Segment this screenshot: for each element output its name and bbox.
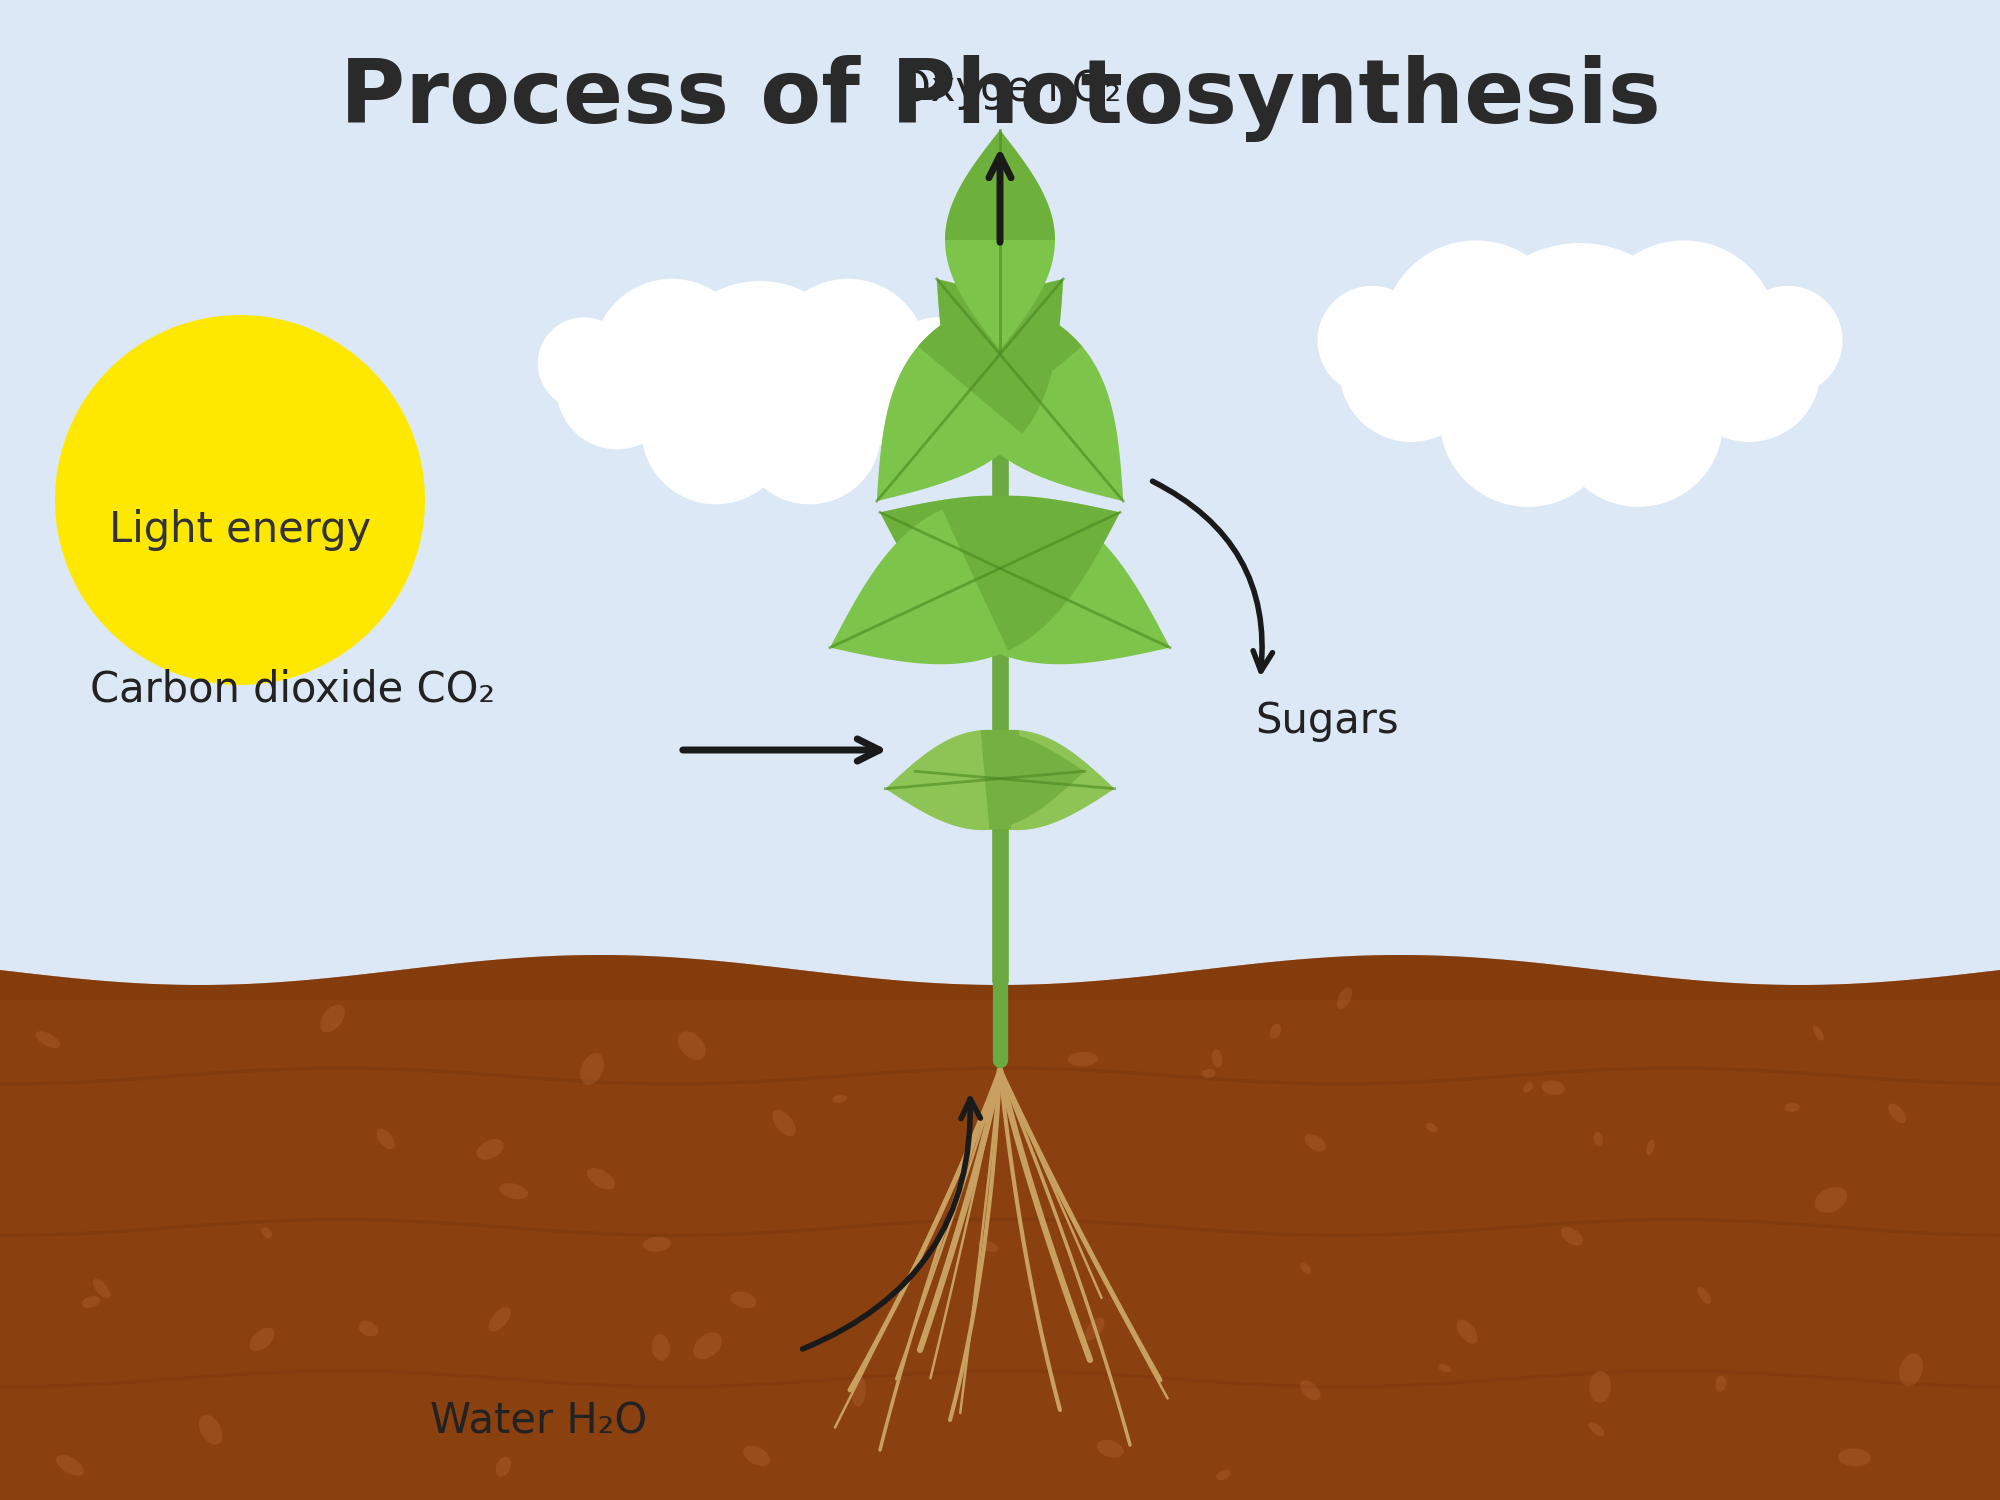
Ellipse shape: [678, 1032, 706, 1060]
Ellipse shape: [1814, 1026, 1824, 1041]
Ellipse shape: [488, 1306, 510, 1332]
Polygon shape: [916, 730, 1114, 830]
Circle shape: [556, 328, 678, 450]
Ellipse shape: [832, 1095, 848, 1102]
Ellipse shape: [1588, 1422, 1604, 1437]
Ellipse shape: [1270, 1023, 1282, 1040]
Ellipse shape: [1084, 1317, 1104, 1341]
Ellipse shape: [1646, 1140, 1654, 1155]
Circle shape: [1382, 240, 1570, 428]
Ellipse shape: [500, 1184, 528, 1198]
Ellipse shape: [1212, 1048, 1222, 1068]
Ellipse shape: [1524, 1082, 1532, 1094]
Ellipse shape: [1838, 1449, 1870, 1467]
Ellipse shape: [1068, 1052, 1098, 1066]
Ellipse shape: [1698, 1287, 1712, 1304]
Ellipse shape: [376, 1128, 394, 1149]
Circle shape: [538, 318, 630, 410]
Circle shape: [1678, 298, 1820, 442]
Ellipse shape: [1590, 1371, 1612, 1402]
Ellipse shape: [586, 1168, 616, 1190]
Ellipse shape: [1216, 1470, 1230, 1480]
Polygon shape: [942, 495, 1120, 651]
Polygon shape: [916, 730, 1020, 830]
Ellipse shape: [250, 1328, 274, 1352]
Ellipse shape: [730, 1292, 756, 1308]
Circle shape: [56, 315, 424, 686]
Ellipse shape: [262, 1227, 272, 1238]
Ellipse shape: [1300, 1380, 1320, 1401]
Text: Light energy: Light energy: [108, 509, 372, 550]
Ellipse shape: [652, 1334, 670, 1360]
Ellipse shape: [1900, 1353, 1922, 1386]
Polygon shape: [0, 956, 2000, 1500]
Ellipse shape: [320, 1005, 344, 1032]
Ellipse shape: [1304, 1134, 1326, 1152]
Ellipse shape: [852, 1376, 866, 1407]
Ellipse shape: [496, 1456, 512, 1478]
Ellipse shape: [1784, 1102, 1800, 1112]
Ellipse shape: [1096, 1440, 1124, 1458]
Circle shape: [1590, 240, 1778, 428]
Polygon shape: [936, 279, 1124, 501]
Polygon shape: [880, 495, 1058, 651]
Ellipse shape: [1594, 1132, 1602, 1146]
Ellipse shape: [476, 1138, 504, 1160]
Polygon shape: [936, 279, 1082, 434]
Polygon shape: [886, 730, 1084, 830]
Circle shape: [592, 279, 752, 436]
Ellipse shape: [198, 1414, 222, 1444]
Text: Sugars: Sugars: [1256, 700, 1398, 742]
Ellipse shape: [1542, 1080, 1566, 1095]
Text: Water H₂O: Water H₂O: [430, 1400, 648, 1441]
Ellipse shape: [642, 1236, 672, 1252]
Ellipse shape: [1456, 1320, 1478, 1344]
Ellipse shape: [92, 1280, 110, 1299]
Ellipse shape: [1426, 1124, 1438, 1132]
Polygon shape: [946, 130, 1054, 350]
Polygon shape: [918, 279, 1064, 434]
Circle shape: [1734, 286, 1842, 394]
Text: Oxygen O₂: Oxygen O₂: [898, 68, 1122, 110]
Circle shape: [1440, 330, 1616, 507]
Polygon shape: [880, 495, 1170, 664]
Ellipse shape: [1202, 1070, 1216, 1078]
Ellipse shape: [1888, 1104, 1906, 1124]
Ellipse shape: [1814, 1186, 1848, 1214]
Circle shape: [738, 362, 880, 504]
Ellipse shape: [1336, 987, 1352, 1010]
Ellipse shape: [1716, 1376, 1726, 1392]
Ellipse shape: [744, 1446, 770, 1466]
Ellipse shape: [36, 1030, 60, 1048]
Ellipse shape: [694, 1332, 722, 1359]
Circle shape: [1340, 298, 1482, 442]
Ellipse shape: [1438, 1364, 1450, 1372]
Circle shape: [1464, 243, 1696, 477]
Circle shape: [1554, 338, 1724, 507]
Circle shape: [768, 279, 928, 436]
Ellipse shape: [358, 1320, 378, 1336]
Ellipse shape: [772, 1110, 796, 1136]
Text: Process of Photosynthesis: Process of Photosynthesis: [340, 56, 1660, 142]
Ellipse shape: [1300, 1263, 1312, 1275]
Circle shape: [1318, 286, 1426, 394]
Text: Carbon dioxide CO₂: Carbon dioxide CO₂: [90, 668, 496, 710]
Circle shape: [890, 318, 982, 410]
Ellipse shape: [580, 1053, 604, 1084]
Polygon shape: [0, 956, 2000, 1000]
Ellipse shape: [978, 1240, 998, 1252]
Ellipse shape: [82, 1296, 100, 1308]
Ellipse shape: [1560, 1227, 1584, 1245]
Polygon shape: [980, 730, 1084, 830]
Circle shape: [660, 280, 860, 478]
Circle shape: [842, 328, 964, 450]
Polygon shape: [830, 495, 1120, 664]
Circle shape: [642, 354, 790, 504]
Ellipse shape: [56, 1455, 84, 1476]
Polygon shape: [946, 130, 1056, 240]
Polygon shape: [876, 279, 1064, 501]
